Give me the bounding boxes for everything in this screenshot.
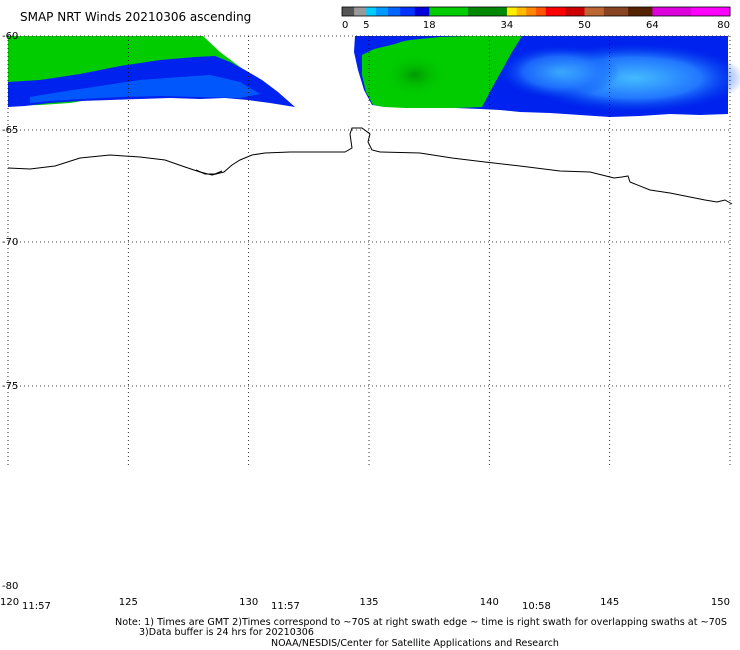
lon-label-125: 125 [119, 597, 138, 608]
colorbar-segment-17 [628, 7, 653, 16]
colorbar-label-80: 80 [717, 20, 730, 31]
swath-right-blue-corner [355, 36, 418, 55]
lat-label--80: -80 [2, 581, 18, 592]
colorbar-segment-3 [375, 7, 389, 16]
lon-label-150: 150 [711, 597, 730, 608]
lon-label-130: 130 [239, 597, 258, 608]
colorbar-label-0: 0 [342, 20, 348, 31]
colorbar-segment-12 [536, 7, 547, 16]
colorbar-segment-4 [388, 7, 401, 16]
swath-time-3: 10:58 [522, 601, 551, 612]
lon-label-135: 135 [359, 597, 378, 608]
note-line-3: NOAA/NESDIS/Center for Satellite Applica… [271, 638, 559, 649]
colorbar-segment-11 [526, 7, 537, 16]
colorbar-segment-15 [584, 7, 605, 16]
lat-label--70: -70 [2, 237, 18, 248]
antarctic-coastline [7, 127, 733, 205]
colorbar-label-34: 34 [501, 20, 514, 31]
wind-speed-colorbar: 0 5 18 34 50 64 80 [341, 6, 731, 31]
axis-labels: -60 -65 -70 -75 -80 120 125 130 135 140 145 150 [0, 31, 730, 608]
lat-lon-grid [7, 35, 731, 465]
wind-swaths [8, 36, 740, 117]
colorbar-segment-5 [400, 7, 416, 16]
colorbar-segment-9 [506, 7, 518, 16]
colorbar-segment-14 [565, 7, 585, 16]
swath-time-2: 11:57 [271, 601, 300, 612]
lat-label--75: -75 [2, 381, 18, 392]
colorbar-segment-8 [468, 7, 508, 16]
colorbar-segment-18 [652, 7, 692, 16]
lon-label-140: 140 [480, 597, 499, 608]
colorbar-segment-19 [691, 7, 731, 16]
lat-label--60: -60 [2, 31, 18, 42]
colorbar-frame [341, 6, 731, 17]
colorbar-segment-6 [414, 7, 430, 16]
note-line-2: 3)Data buffer is 24 hrs for 20210306 [139, 627, 314, 638]
colorbar-label-64: 64 [646, 20, 659, 31]
lon-label-120: 120 [0, 597, 19, 608]
colorbar-segment-2 [366, 7, 377, 16]
colorbar-segment-16 [603, 7, 629, 16]
colorbar-segment-13 [545, 7, 566, 16]
lat-label--65: -65 [2, 125, 18, 136]
map-title: SMAP NRT Winds 20210306 ascending [20, 10, 251, 24]
colorbar-segment-1 [354, 7, 367, 16]
colorbar-label-50: 50 [578, 20, 591, 31]
swath-left-lightblue [30, 75, 260, 103]
colorbar-label-5: 5 [363, 20, 369, 31]
colorbar-segment-10 [516, 7, 527, 16]
swath-time-1: 11:57 [22, 601, 51, 612]
colorbar-segment-0 [342, 7, 355, 16]
note-line-1: Note: 1) Times are GMT 2)Times correspon… [115, 617, 727, 628]
lon-label-145: 145 [600, 597, 619, 608]
colorbar-segment-7 [429, 7, 469, 16]
colorbar-label-18: 18 [423, 20, 436, 31]
